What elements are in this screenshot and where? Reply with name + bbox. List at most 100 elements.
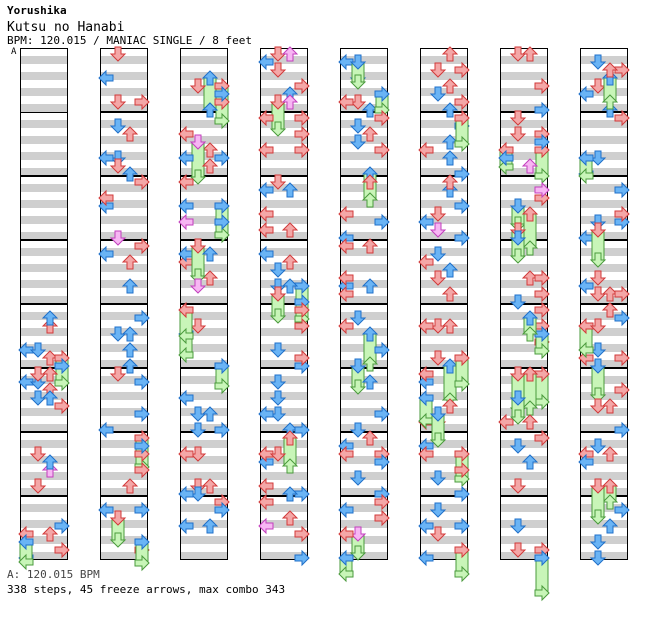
freeze-arrow-tail [578, 167, 594, 185]
step-arrow-down [269, 446, 287, 462]
step-arrow-left [418, 389, 434, 407]
step-arrow-up [601, 518, 619, 534]
beat-stripe [340, 104, 388, 112]
beat-stripe [420, 328, 468, 336]
step-arrow-down [509, 126, 527, 142]
measure-border [100, 304, 148, 368]
step-arrow-right [534, 133, 550, 151]
step-arrow-down [269, 286, 287, 302]
step-arrow-right [134, 501, 150, 519]
step-arrow-down [349, 470, 367, 486]
step-arrow-up [201, 518, 219, 534]
beat-stripe [580, 168, 628, 176]
measure-border [580, 112, 628, 176]
beat-stripe [21, 72, 67, 80]
beat-stripe [580, 344, 628, 352]
step-arrow-down [349, 134, 367, 150]
beat-stripe [100, 264, 148, 272]
beat-stripe [180, 552, 228, 560]
step-arrow-up [281, 46, 299, 62]
step-arrow-right [134, 309, 150, 327]
beat-stripe [20, 376, 68, 384]
beat-stripe [420, 408, 468, 416]
beat-stripe [20, 216, 68, 224]
beat-stripe [180, 136, 228, 144]
freeze-arrow-tail [54, 374, 70, 392]
step-arrow-down [349, 422, 367, 438]
freeze-arrow-tail [361, 192, 379, 208]
beat-stripe [20, 392, 68, 400]
step-arrow-right [614, 181, 630, 199]
step-arrow-down [509, 542, 527, 558]
beat-stripe [100, 168, 148, 176]
beat-stripe [260, 88, 308, 96]
step-arrow-down [109, 366, 127, 382]
beat-stripe [500, 104, 548, 112]
step-arrow-up [361, 374, 379, 390]
step-arrow-up [521, 46, 539, 62]
beat-stripe [100, 360, 148, 368]
beat-stripe [20, 120, 68, 128]
step-arrow-right [374, 341, 390, 359]
freeze-arrow-tail [509, 409, 527, 425]
beat-stripe [180, 504, 228, 512]
beat-stripe [420, 488, 468, 496]
step-arrow-up [281, 430, 299, 446]
step-arrow-left [258, 141, 274, 159]
beat-stripe [340, 456, 388, 464]
beat-stripe [420, 264, 468, 272]
step-arrow-down [109, 230, 127, 246]
step-arrow-right [374, 213, 390, 231]
step-arrow-down [429, 246, 447, 262]
step-arrow-right [534, 549, 550, 567]
beat-stripe [260, 264, 308, 272]
step-arrow-left [98, 149, 114, 167]
beat-stripe [20, 232, 68, 240]
beat-stripe [500, 472, 548, 480]
beat-stripe [100, 456, 148, 464]
step-arrow-left [418, 213, 434, 231]
step-arrow-down [109, 94, 127, 110]
freeze-arrow-tail [349, 379, 367, 395]
step-arrow-down [269, 342, 287, 358]
beat-stripe [20, 360, 68, 368]
measure-border [20, 112, 68, 176]
step-arrow-left [258, 405, 274, 423]
beat-stripe [580, 264, 628, 272]
step-arrow-left [338, 93, 354, 111]
step-arrow-down [29, 366, 47, 382]
step-arrow-right [454, 165, 470, 183]
beat-stripe [580, 520, 628, 528]
beat-stripe [580, 72, 628, 80]
beat-stripe [260, 408, 308, 416]
step-arrow-up [521, 310, 539, 326]
step-arrow-down [509, 478, 527, 494]
step-arrow-right [454, 485, 470, 503]
beat-stripe [420, 200, 468, 208]
beat-stripe [100, 472, 148, 480]
freeze-arrow-tail [454, 565, 470, 583]
step-arrow-right [294, 125, 310, 143]
beat-stripe [260, 424, 308, 432]
measure-border [100, 112, 148, 176]
beat-stripe [20, 200, 68, 208]
step-arrow-up [201, 158, 219, 174]
beat-stripe [580, 280, 628, 288]
step-arrow-left [418, 549, 434, 567]
step-arrow-up [521, 158, 539, 174]
step-arrow-down [509, 438, 527, 454]
measure-border [180, 240, 228, 304]
step-arrow-left [338, 445, 354, 463]
step-arrow-up [281, 182, 299, 198]
step-arrow-left [418, 253, 434, 271]
step-arrow-left [258, 245, 274, 263]
beat-stripe [340, 200, 388, 208]
step-arrow-right [214, 197, 230, 215]
beat-stripe [420, 360, 468, 368]
step-arrow-right [134, 437, 150, 455]
beat-stripe [100, 440, 148, 448]
beat-stripe [580, 424, 628, 432]
freeze-arrow-tail [109, 532, 127, 548]
step-arrow-down [429, 206, 447, 222]
step-arrow-up [521, 454, 539, 470]
